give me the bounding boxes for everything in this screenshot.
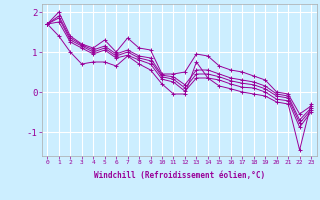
X-axis label: Windchill (Refroidissement éolien,°C): Windchill (Refroidissement éolien,°C) xyxy=(94,171,265,180)
